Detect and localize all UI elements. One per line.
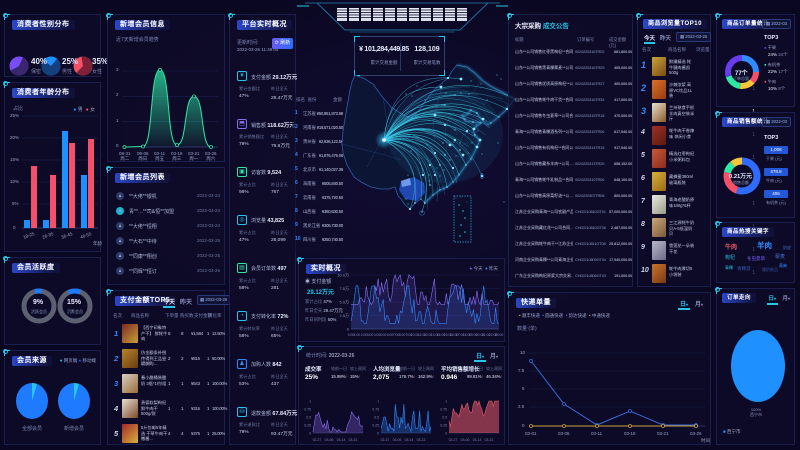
svg-text:9:00: 9:00	[406, 333, 413, 337]
svg-text:8:00: 8:00	[399, 333, 406, 337]
svg-text:0: 0	[445, 432, 447, 436]
svg-text:7.5万: 7.5万	[339, 286, 349, 291]
svg-text:2.5万: 2.5万	[339, 313, 349, 318]
svg-text:03-22: 03-22	[349, 438, 358, 442]
svg-text:02-27: 02-27	[381, 438, 390, 442]
svg-text:03-14: 03-14	[405, 438, 414, 442]
svg-text:20:00: 20:00	[476, 333, 485, 337]
svg-text:3:00: 3:00	[367, 333, 374, 337]
svg-text:5:00: 5:00	[380, 333, 387, 337]
svg-text:02-27: 02-27	[449, 438, 458, 442]
svg-text:21:00: 21:00	[482, 333, 491, 337]
svg-text:03-14: 03-14	[473, 438, 482, 442]
svg-text:0.25: 0.25	[372, 424, 379, 428]
svg-text:1: 1	[377, 400, 379, 404]
svg-text:19:00: 19:00	[469, 333, 478, 337]
svg-text:03-06: 03-06	[325, 438, 334, 442]
svg-text:17:00: 17:00	[456, 333, 465, 337]
svg-text:4:00: 4:00	[374, 333, 381, 337]
svg-text:0.5: 0.5	[442, 416, 447, 420]
svg-text:6:00: 6:00	[387, 333, 394, 337]
svg-text:5.0万: 5.0万	[339, 300, 349, 305]
svg-text:03-22: 03-22	[417, 438, 426, 442]
svg-text:22:00: 22:00	[489, 333, 498, 337]
svg-text:03-06: 03-06	[393, 438, 402, 442]
svg-text:0: 0	[347, 327, 350, 332]
svg-text:1: 1	[445, 400, 447, 404]
svg-text:14:00: 14:00	[437, 333, 446, 337]
svg-text:0.25: 0.25	[440, 424, 447, 428]
svg-text:13:00: 13:00	[431, 333, 440, 337]
svg-text:11:00: 11:00	[418, 333, 426, 337]
svg-text:03-22: 03-22	[485, 438, 494, 442]
svg-text:0.75: 0.75	[440, 408, 447, 412]
svg-text:03-06: 03-06	[461, 438, 470, 442]
svg-text:0.5: 0.5	[374, 416, 379, 420]
svg-text:2:00: 2:00	[361, 333, 368, 337]
svg-text:0.75: 0.75	[372, 408, 379, 412]
svg-text:10.0万: 10.0万	[337, 273, 349, 278]
svg-text:0: 0	[309, 432, 311, 436]
svg-text:15:00: 15:00	[444, 333, 453, 337]
svg-text:1: 1	[309, 400, 311, 404]
svg-text:23:00: 23:00	[495, 333, 504, 337]
svg-text:0.75: 0.75	[304, 408, 311, 412]
svg-text:0.5: 0.5	[306, 416, 311, 420]
svg-text:03-14: 03-14	[337, 438, 346, 442]
svg-text:0.25: 0.25	[304, 424, 311, 428]
svg-text:18:00: 18:00	[463, 333, 472, 337]
svg-text:02-27: 02-27	[313, 438, 322, 442]
svg-text:1:00: 1:00	[354, 333, 361, 337]
svg-text:0: 0	[377, 432, 379, 436]
svg-text:16:00: 16:00	[450, 333, 459, 337]
svg-text:10:00: 10:00	[411, 333, 420, 337]
svg-text:0:00: 0:00	[348, 333, 355, 337]
svg-text:12:00: 12:00	[424, 333, 433, 337]
svg-text:7:00: 7:00	[393, 333, 400, 337]
